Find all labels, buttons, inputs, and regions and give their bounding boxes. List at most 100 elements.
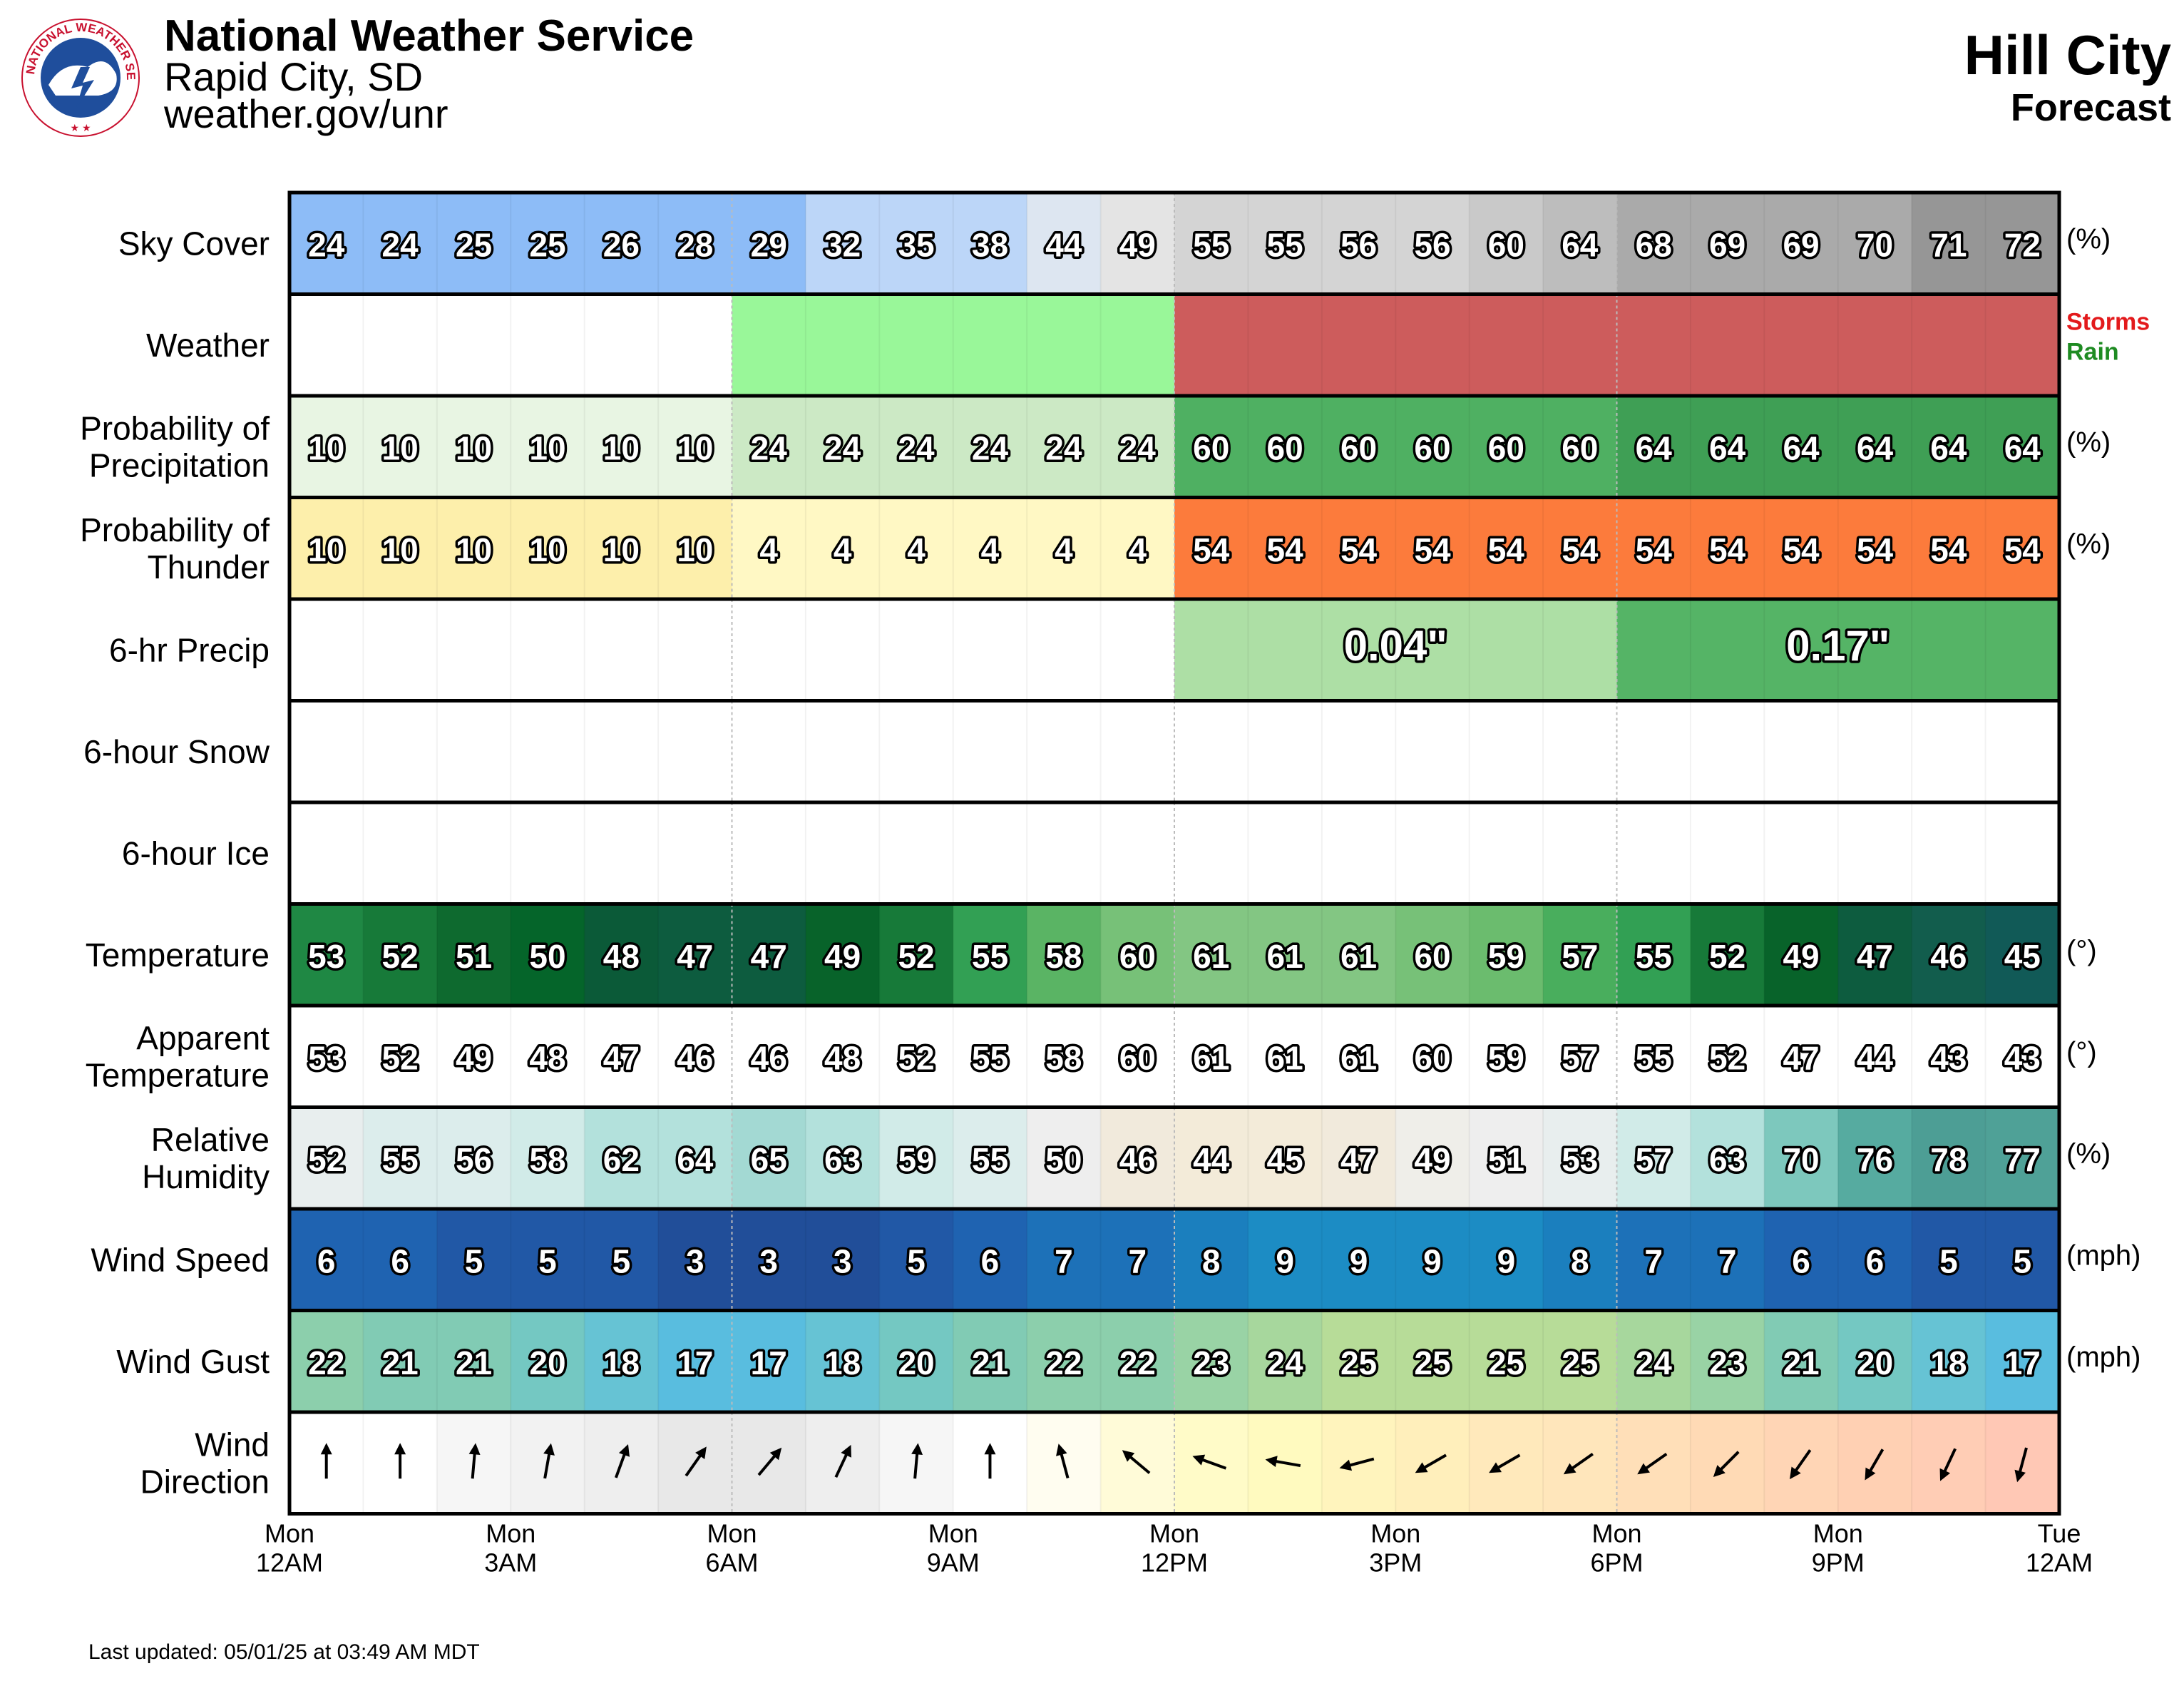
value-wind_speed: 6 (981, 1242, 1000, 1279)
wind-arrow (911, 1443, 923, 1479)
value-wind_speed-outline: 5 (465, 1242, 483, 1279)
cell-thunder (1764, 497, 1839, 599)
value-wind_gust-outline: 20 (1857, 1344, 1893, 1381)
cell-wind_speed (1174, 1209, 1249, 1311)
value-sky_cover-outline: 25 (529, 226, 565, 263)
cell-rh (805, 1107, 880, 1209)
value-pop: 24 (824, 429, 861, 466)
value-temperature-outline: 61 (1193, 938, 1229, 975)
value-rh: 63 (824, 1141, 861, 1178)
cell-snow (289, 700, 2059, 802)
cell-sky_cover (879, 193, 954, 295)
value-thunder: 54 (1193, 531, 1230, 568)
cell-thunder (658, 497, 733, 599)
cell-rh (732, 1107, 806, 1209)
value-apparent-outline: 44 (1857, 1039, 1894, 1076)
cell-rh (511, 1107, 585, 1209)
cell-sky_cover (584, 193, 659, 295)
office-url[interactable]: weather.gov/unr (164, 91, 448, 136)
value-sky_cover-outline: 56 (1414, 226, 1450, 263)
value-thunder-outline: 4 (834, 531, 852, 568)
value-wind_gust: 22 (1045, 1344, 1082, 1381)
value-wind_gust: 20 (898, 1344, 934, 1381)
value-sky_cover-outline: 24 (382, 226, 419, 263)
cell-pop (1543, 396, 1618, 498)
value-wind_speed: 5 (907, 1242, 926, 1279)
value-thunder-outline: 54 (1783, 531, 1820, 568)
wind-arrow (1265, 1456, 1301, 1468)
value-temperature: 52 (898, 938, 934, 975)
cell-wind_gust (1248, 1310, 1323, 1412)
value-wind_gust: 21 (972, 1344, 1008, 1381)
cell-thunder (436, 497, 511, 599)
value-apparent: 46 (751, 1039, 787, 1076)
value-thunder: 10 (677, 531, 713, 568)
time-axis-hour: 6PM (1590, 1548, 1643, 1578)
time-axis-hour: 12PM (1141, 1548, 1208, 1578)
value-rh-outline: 53 (1562, 1141, 1598, 1178)
unit-temperature: (°) (2066, 935, 2097, 966)
cell-wind_speed (1837, 1209, 1912, 1311)
cell-apparent (289, 1006, 364, 1108)
time-axis-day: Mon (1149, 1519, 1199, 1548)
cell-pop (1174, 396, 1249, 498)
value-rh-outline: 56 (456, 1141, 492, 1178)
value-pop-outline: 60 (1414, 429, 1450, 466)
value-wind_speed: 6 (391, 1242, 409, 1279)
unit-apparent: (°) (2066, 1036, 2097, 1068)
row-label-rh: Relative (151, 1121, 270, 1158)
period-qpf (732, 599, 1174, 701)
cell-wind_gust (584, 1310, 659, 1412)
value-pop: 60 (1340, 429, 1377, 466)
unit-wind_speed: (mph) (2066, 1240, 2141, 1271)
wind-arrow (1637, 1452, 1668, 1475)
cell-pop (732, 396, 806, 498)
value-wind_gust-outline: 21 (972, 1344, 1008, 1381)
value-rh: 44 (1193, 1141, 1230, 1178)
cell-wind_speed (1985, 1209, 2060, 1311)
cell-temperature (1027, 904, 1102, 1006)
value-wind_gust: 23 (1709, 1344, 1745, 1381)
value-apparent: 59 (1488, 1039, 1524, 1076)
cell-rh (1027, 1107, 1102, 1209)
value-sky_cover: 55 (1193, 226, 1229, 263)
cell-apparent (1321, 1006, 1396, 1108)
nws-logo: NATIONAL WEATHER SERVICE ★ ★ (16, 6, 141, 142)
value-temperature-outline: 55 (972, 938, 1008, 975)
value-rh: 45 (1267, 1141, 1303, 1178)
row-label-qpf: 6-hr Precip (109, 631, 270, 668)
value-pop: 24 (972, 429, 1009, 466)
cell-pop (953, 396, 1027, 498)
value-pop-outline: 24 (824, 429, 861, 466)
cell-thunder (1027, 497, 1102, 599)
cell-sky_cover (1027, 193, 1102, 295)
value-apparent: 55 (972, 1039, 1008, 1076)
cell-wind_gust (1690, 1310, 1765, 1412)
value-wind_speed: 8 (1202, 1242, 1221, 1279)
value-wind_gust-outline: 18 (824, 1344, 861, 1381)
cell-apparent (1764, 1006, 1839, 1108)
value-sky_cover-outline: 69 (1783, 226, 1819, 263)
agency-name: National Weather Service (164, 11, 694, 61)
cell-rh (1543, 1107, 1618, 1209)
value-pop: 24 (751, 429, 788, 466)
weather-segment (1174, 294, 2060, 396)
value-thunder: 10 (456, 531, 492, 568)
value-wind_speed-outline: 3 (759, 1242, 778, 1279)
cell-sky_cover (1764, 193, 1839, 295)
cell-wind_gust (363, 1310, 438, 1412)
wind-arrow (1789, 1449, 1812, 1480)
value-pop: 60 (1193, 429, 1229, 466)
value-wind_speed-outline: 8 (1202, 1242, 1221, 1279)
value-thunder-outline: 54 (1488, 531, 1525, 568)
value-temperature: 58 (1045, 938, 1082, 975)
value-wind_speed: 3 (759, 1242, 778, 1279)
value-sky_cover: 71 (1930, 226, 1967, 263)
unit-wind_gust: (mph) (2066, 1342, 2141, 1373)
value-wind_speed-outline: 7 (1718, 1242, 1737, 1279)
cell-temperature (1321, 904, 1396, 1006)
value-sky_cover-outline: 69 (1709, 226, 1745, 263)
value-wind_gust: 22 (308, 1344, 344, 1381)
value-sky_cover: 44 (1045, 226, 1082, 263)
value-temperature-outline: 47 (677, 938, 713, 975)
